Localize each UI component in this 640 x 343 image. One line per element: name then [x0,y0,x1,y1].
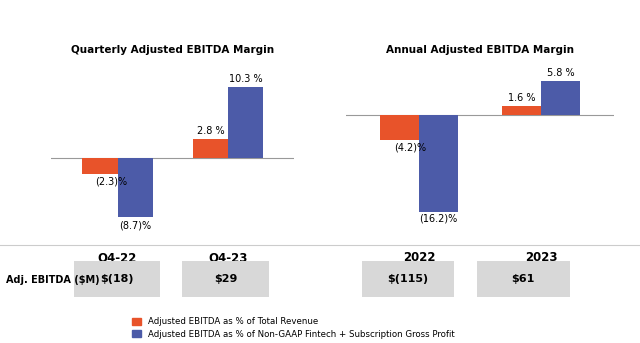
Bar [502,106,541,115]
Text: $(115): $(115) [387,274,429,284]
Bar [541,81,580,115]
Text: (8.7)%: (8.7)% [119,220,151,230]
Text: $29: $29 [214,274,237,284]
Title: Quarterly Adjusted EBITDA Margin: Quarterly Adjusted EBITDA Margin [71,45,275,56]
Title: Annual Adjusted EBITDA Margin: Annual Adjusted EBITDA Margin [386,45,574,56]
Bar [193,139,228,158]
Text: 10.3 %: 10.3 % [229,74,262,84]
Text: (16.2)%: (16.2)% [419,214,458,224]
Legend: Adjusted EBITDA as % of Total Revenue, Adjusted EBITDA as % of Non-GAAP Fintech : Adjusted EBITDA as % of Total Revenue, A… [132,317,454,339]
Text: (2.3)%: (2.3)% [95,176,127,186]
Text: $(18): $(18) [100,274,134,284]
Text: 5.8 %: 5.8 % [547,68,575,79]
Text: 1.6 %: 1.6 % [508,93,535,103]
Bar [118,158,153,217]
Text: (4.2)%: (4.2)% [394,143,427,153]
Text: $61: $61 [511,274,535,284]
Bar [228,87,264,158]
Bar [82,158,118,174]
Bar [419,115,458,212]
Text: 2.8 %: 2.8 % [196,126,224,136]
Bar [380,115,419,140]
Text: Adj. EBITDA ($M): Adj. EBITDA ($M) [6,274,100,285]
